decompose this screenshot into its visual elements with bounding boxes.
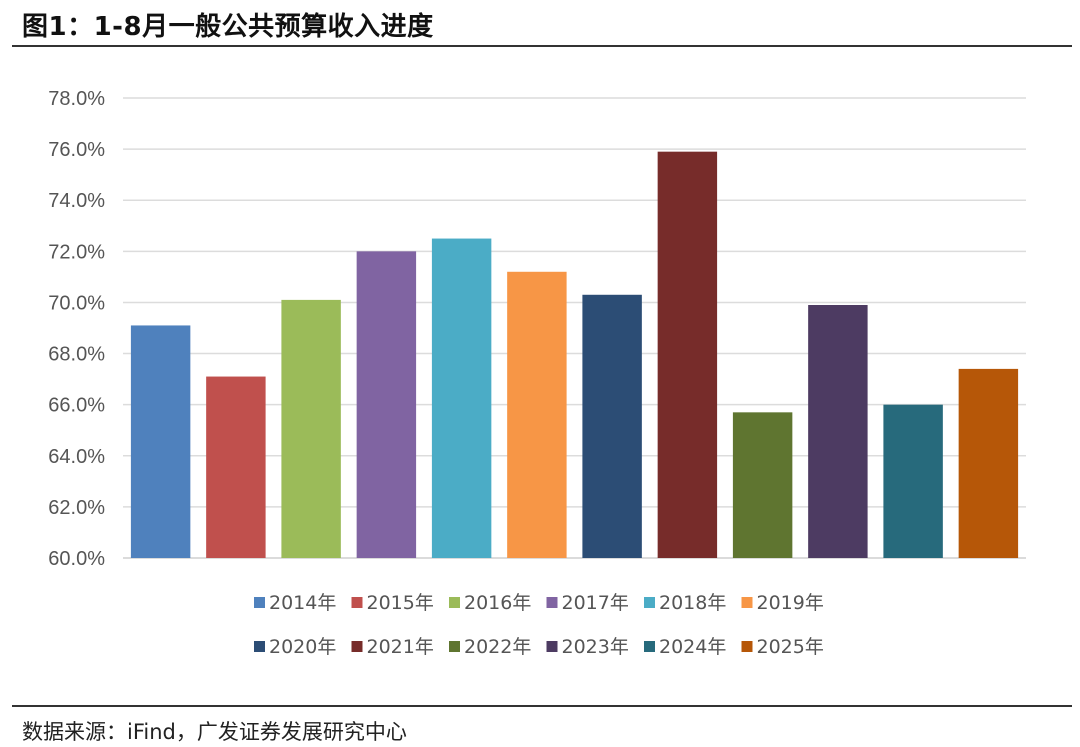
source-divider xyxy=(12,705,1072,707)
legend-label: 2018年 xyxy=(659,592,726,614)
y-tick-label: 66.0% xyxy=(48,395,105,417)
y-tick-label: 68.0% xyxy=(48,344,105,366)
legend-label: 2023年 xyxy=(562,636,629,658)
bar-2017 xyxy=(356,251,417,559)
legend-swatch xyxy=(644,641,655,652)
y-tick-label: 70.0% xyxy=(48,292,105,314)
figure-title: 图1：1-8月一般公共预算收入进度 xyxy=(22,12,434,42)
legend-swatch xyxy=(546,597,558,608)
legend-swatch xyxy=(254,597,265,608)
legend-swatch xyxy=(546,641,558,652)
legend-swatch xyxy=(449,597,460,608)
legend-swatch xyxy=(741,641,753,652)
bar-chart: 60.0% 62.0% 64.0% 66.0% 68.0% 70.0% 72.0% 74.0%… xyxy=(48,88,1026,658)
bar-2021 xyxy=(657,151,718,558)
legend-label: 2015年 xyxy=(367,592,434,614)
legend-label: 2014年 xyxy=(269,592,336,614)
legend-label: 2016年 xyxy=(464,592,531,614)
bar-2025 xyxy=(958,368,1019,558)
y-tick-label: 76.0% xyxy=(48,139,105,161)
legend-swatch xyxy=(644,597,655,608)
source-note: 数据来源：iFind，广发证券发展研究中心 xyxy=(22,720,407,744)
bar-2014 xyxy=(130,325,191,558)
y-tick-label: 60.0% xyxy=(48,548,105,570)
legend-label: 2022年 xyxy=(464,636,531,658)
bar-2015 xyxy=(206,376,266,558)
bar-2023 xyxy=(808,305,868,558)
legend-swatch xyxy=(351,597,363,608)
legend-swatch xyxy=(351,641,363,652)
bar-2018 xyxy=(431,238,492,559)
chart-panel: 60.0% 62.0% 64.0% 66.0% 68.0% 70.0% 72.0% 74.0%… xyxy=(18,58,1070,703)
legend-label: 2020年 xyxy=(269,636,336,658)
y-tick-label: 78.0% xyxy=(48,88,105,110)
legend-label: 2024年 xyxy=(659,636,726,658)
y-tick-label: 72.0% xyxy=(48,241,105,263)
bar-2020 xyxy=(582,294,642,558)
legend-swatch xyxy=(449,641,460,652)
y-tick-label: 62.0% xyxy=(48,497,105,519)
legend-swatch xyxy=(254,641,265,652)
y-tick-label: 64.0% xyxy=(48,446,105,468)
legend-swatch xyxy=(741,597,753,608)
bar-2019 xyxy=(507,271,567,558)
legend-label: 2019年 xyxy=(757,592,824,614)
bar-2016 xyxy=(281,299,341,558)
bar-2022 xyxy=(732,412,793,558)
legend-label: 2021年 xyxy=(367,636,434,658)
legend-label: 2025年 xyxy=(757,636,824,658)
y-tick-label: 74.0% xyxy=(48,190,105,212)
title-underline xyxy=(12,45,1072,47)
bar-2024 xyxy=(883,404,943,558)
legend-label: 2017年 xyxy=(562,592,629,614)
